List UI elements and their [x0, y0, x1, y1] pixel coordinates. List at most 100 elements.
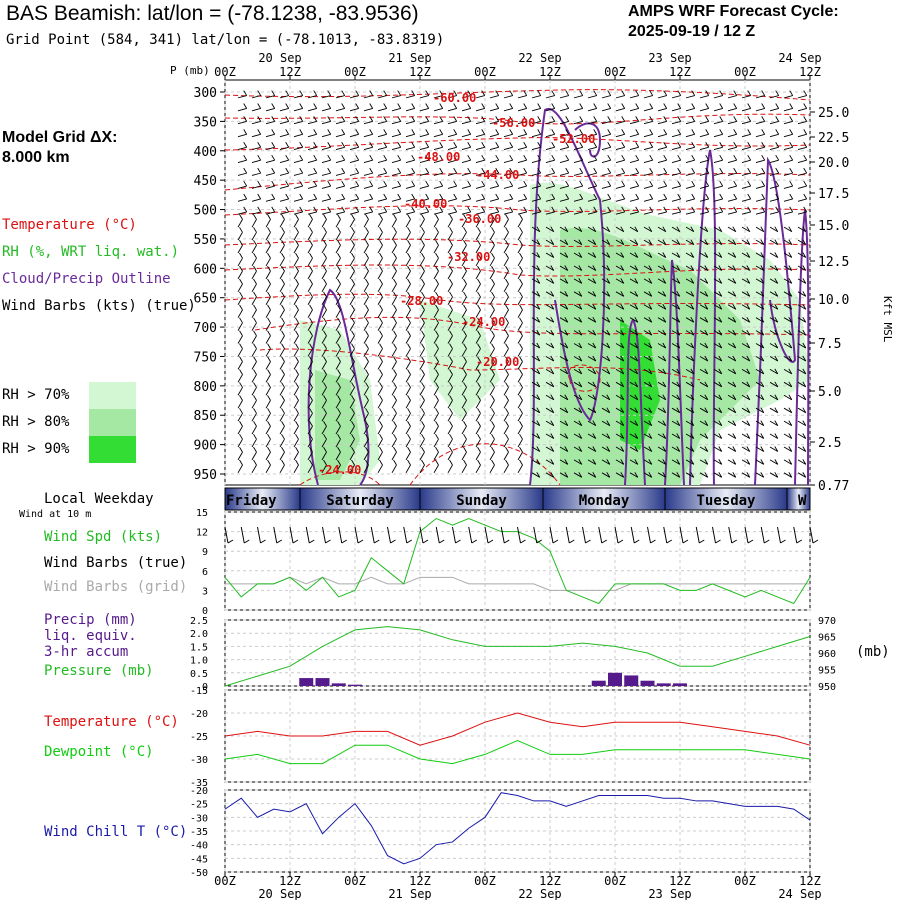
wind-barb-flag: [564, 433, 569, 439]
wind-barb: [419, 265, 425, 280]
wind-barb-shaft: [601, 394, 611, 401]
wind-barb-flag: [299, 206, 304, 213]
wind-barb: [279, 116, 290, 125]
wind-barb-flag: [281, 227, 285, 233]
wind-barb-shaft: [447, 211, 457, 215]
wind-barb: [755, 316, 765, 323]
wind-barb: [629, 129, 640, 138]
wind-barb-flag: [267, 240, 271, 246]
bottom-time-tick-label: 12Z: [279, 874, 301, 888]
wind-barb-flag: [648, 239, 653, 245]
wind-barb-flag: [267, 356, 271, 362]
wind-barb: [363, 433, 369, 448]
wind-barb: [699, 329, 709, 336]
surface-wind-barb: [565, 526, 575, 544]
wind-barb-shaft: [741, 211, 751, 215]
wind-barb-shaft: [405, 283, 411, 293]
wind-barb-flag: [676, 420, 681, 426]
wind-barb: [601, 304, 611, 310]
wind-barb-shaft: [783, 291, 793, 297]
wind-barb-flag: [634, 265, 639, 271]
wind-barb-shaft: [797, 108, 807, 112]
wind-barb: [559, 116, 570, 125]
wind-barb-shaft: [489, 335, 495, 344]
wind-barb-flag: [705, 167, 710, 174]
wind-barb-shaft: [265, 296, 271, 305]
wind-barb: [545, 116, 556, 125]
wind-barb-flag: [509, 116, 514, 122]
wind-barb-shaft: [419, 348, 425, 357]
wind-barb-shaft: [335, 387, 341, 396]
wind-barb-flag: [435, 382, 439, 388]
wind-barb-shaft: [503, 120, 513, 125]
wind-barb-flag: [421, 446, 425, 453]
wind-barb-flag: [802, 226, 807, 232]
wind-barb-flag: [323, 291, 327, 298]
wind-barb: [629, 407, 639, 414]
wind-barb: [769, 381, 779, 388]
wind-barb-shaft: [349, 361, 355, 370]
wind-barb-shaft: [699, 291, 709, 297]
wind-barb-shaft: [405, 438, 411, 448]
wind-barb-flag: [383, 103, 388, 109]
wind-barb-shaft: [545, 120, 555, 125]
wind-barb-flag: [285, 116, 290, 122]
wind-barb: [335, 304, 341, 318]
wind-barb-shaft: [587, 343, 597, 349]
wind-barb-flag: [253, 459, 257, 466]
wind-barb-shaft: [629, 381, 639, 388]
wind-barb-flag: [477, 343, 481, 349]
wind-barb-shaft: [713, 446, 723, 452]
wind-barb: [573, 129, 584, 138]
temperature-contour-label: -36.00: [458, 212, 501, 226]
wind-barb: [489, 421, 495, 435]
wind-barb: [783, 459, 793, 465]
wind-barb-flag: [411, 180, 416, 187]
wind-barb-shaft: [419, 361, 425, 370]
wind-barb-shaft: [405, 146, 415, 151]
wind-barb-flag: [267, 369, 271, 375]
wind-barb-shaft: [503, 159, 513, 163]
wind-barb-flag: [691, 142, 696, 148]
surface-wind-barb: [809, 526, 819, 544]
wind-barb-shaft: [657, 211, 667, 215]
wind-barb-flag: [369, 193, 374, 200]
wind-barb-shaft: [615, 159, 625, 163]
wind-barb-flag: [648, 304, 653, 310]
wind-barb: [685, 316, 695, 323]
wind-barb-flag: [732, 420, 737, 426]
wind-barb-flag: [691, 206, 696, 213]
wind-barb-flag: [662, 446, 667, 452]
wind-barb-flag: [463, 408, 467, 414]
wind-barb-flag: [733, 129, 738, 135]
temperature-panel-tick-label: -35: [190, 778, 208, 789]
top-time-tick-label: 00Z: [734, 65, 756, 79]
wind-barb-shaft: [503, 245, 509, 254]
surface-wind-barb-flag: [308, 539, 315, 544]
wind-barb: [405, 395, 411, 409]
wind-barb: [237, 278, 243, 293]
wind-barb: [419, 227, 425, 241]
wind-chill-line: [224, 792, 811, 865]
wind-barb-flag: [704, 226, 709, 232]
wind-chill-panel-tick-label: -20: [190, 786, 208, 797]
wind-barb: [559, 167, 570, 176]
wind-barb: [769, 265, 779, 271]
wind-barb: [769, 433, 779, 439]
wind-barb: [727, 291, 737, 297]
wind-barb-flag: [411, 90, 416, 96]
wind-barb: [517, 369, 523, 383]
wind-barb-shaft: [391, 211, 401, 215]
wind-barb: [447, 278, 453, 293]
surface-wind-barb-shaft: [370, 526, 375, 544]
wind-barb-flag: [323, 227, 327, 233]
wind-barb-flag: [481, 129, 486, 135]
wind-barb: [489, 343, 495, 357]
wind-barb-shaft: [503, 283, 509, 293]
wind-barb: [293, 408, 299, 422]
wind-barb-shaft: [671, 108, 681, 112]
wind-barb: [587, 368, 597, 375]
wind-barb-flag: [323, 240, 327, 246]
wind-barb-shaft: [615, 356, 625, 362]
wind-barb-shaft: [251, 322, 257, 331]
